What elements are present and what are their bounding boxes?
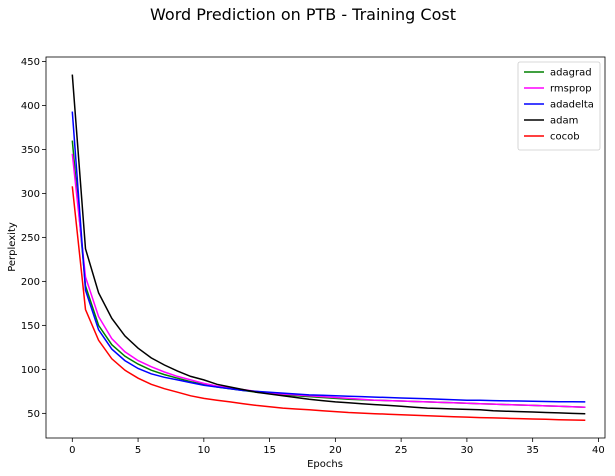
legend-box (517, 61, 601, 151)
x-tick-label: 30 (461, 445, 474, 456)
x-tick-label: 5 (135, 445, 141, 456)
legend-label-rmsprop: rmsprop (550, 84, 592, 95)
legend: adagrad rmsprop adadelta adam cocob (517, 61, 601, 151)
series-line-rmsprop (71, 153, 586, 408)
y-tick-label: 100 (21, 365, 40, 376)
y-tick-label: 200 (21, 277, 40, 288)
y-tick-label: 400 (21, 101, 40, 112)
x-tick-label: 35 (526, 445, 539, 456)
y-tick-label: 300 (21, 189, 40, 200)
chart-title: Word Prediction on PTB - Training Cost (150, 5, 456, 24)
plot-area (71, 74, 586, 421)
plot-frame (45, 56, 606, 439)
x-tick-label: 15 (263, 445, 276, 456)
legend-label-adagrad: adagrad (550, 68, 592, 79)
series-line-adam (71, 74, 586, 415)
series-line-adadelta (71, 111, 586, 403)
series-line-cocob (71, 186, 586, 421)
x-tick-label: 25 (395, 445, 408, 456)
y-axis: 50 100 150 200 250 300 350 400 450 (21, 57, 46, 420)
y-tick-label: 50 (27, 409, 40, 420)
y-axis-label: Perplexity (7, 222, 18, 272)
x-axis-label: Epochs (307, 459, 343, 470)
y-tick-label: 150 (21, 321, 40, 332)
x-tick-label: 0 (69, 445, 75, 456)
legend-label-adadelta: adadelta (550, 100, 594, 111)
y-tick-label: 350 (21, 145, 40, 156)
x-tick-label: 10 (197, 445, 210, 456)
y-tick-label: 250 (21, 233, 40, 244)
x-tick-label: 20 (329, 445, 342, 456)
y-tick-label: 450 (21, 57, 40, 68)
series-line-adagrad (71, 140, 586, 408)
x-tick-label: 40 (592, 445, 605, 456)
x-axis: 0 5 10 15 20 25 30 35 40 (69, 438, 605, 456)
legend-label-adam: adam (550, 116, 578, 127)
legend-label-cocob: cocob (550, 132, 580, 143)
